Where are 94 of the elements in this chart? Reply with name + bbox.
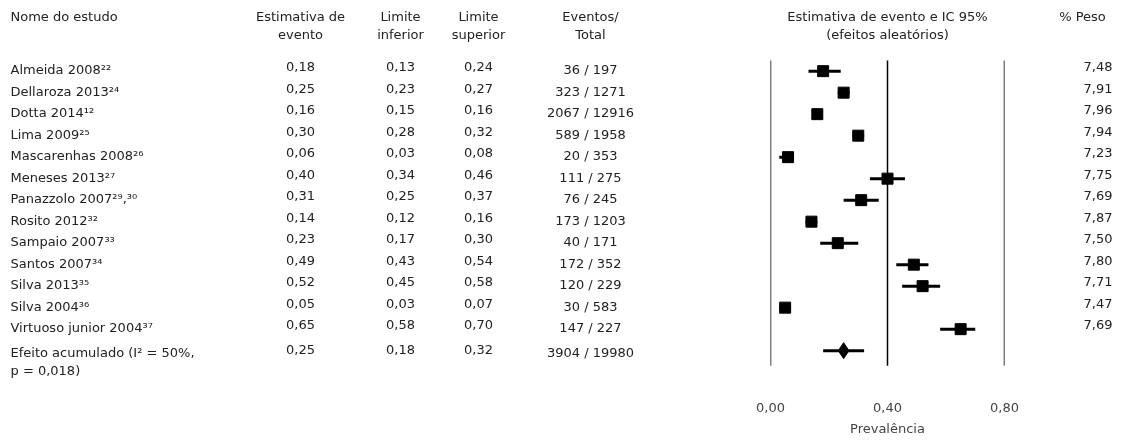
text: 20 / 353	[563, 148, 618, 164]
text: 0,43	[386, 252, 415, 268]
text: 7,47	[1083, 295, 1113, 311]
text: 0,08	[464, 145, 493, 161]
text: 0,25	[386, 188, 415, 204]
text: 172 / 352	[559, 255, 622, 271]
category-label: Almeida 2008²²	[10, 62, 112, 78]
text: 30 / 583	[563, 298, 618, 314]
text: 0,65	[286, 317, 315, 333]
text: 0,05	[286, 295, 315, 311]
text: 0,70	[464, 317, 493, 333]
text: 7,69	[1083, 317, 1113, 333]
x-axis-title: Prevalência	[850, 420, 925, 436]
text: 0,37	[464, 188, 493, 204]
text: 7,94	[1083, 123, 1113, 139]
category-label: Dellaroza 2013²⁴	[10, 83, 120, 99]
text: 0,40	[286, 166, 315, 182]
text: 0,32	[464, 123, 493, 139]
category-label: Efeito acumulado (I² = 50%, p = 0,018)	[10, 344, 195, 378]
category-label: Dotta 2014¹²	[10, 105, 95, 121]
text: 0,32	[464, 341, 493, 357]
x-tick-label: 0,40	[873, 399, 902, 415]
category-label: Lima 2009²⁵	[10, 126, 90, 142]
text: 0,15	[386, 102, 415, 118]
text: 7,50	[1083, 231, 1113, 247]
text: 0,13	[386, 59, 415, 75]
text: 0,03	[386, 295, 415, 311]
text: 0,27	[464, 80, 493, 96]
text: 7,75	[1083, 166, 1113, 182]
text: 0,52	[286, 274, 315, 290]
category-label: Silva 2013³⁵	[10, 277, 90, 293]
category-label: Limite inferior	[377, 8, 425, 42]
category-label: Mascarenhas 2008²⁶	[10, 148, 144, 164]
category-label: % Peso	[1059, 8, 1106, 24]
text: 111 / 275	[559, 169, 622, 185]
x-tick-label: 0,80	[990, 399, 1019, 415]
text: 0,58	[464, 274, 493, 290]
text: 0,14	[286, 209, 315, 225]
category-label: Sampaio 2007³³	[10, 234, 115, 250]
text: 589 / 1958	[555, 126, 626, 142]
text: 7,23	[1083, 145, 1113, 161]
category-label: Meneses 2013²⁷	[10, 169, 116, 185]
chart-title: Estimativa de evento e IC 95% (efeitos aleatórios)	[787, 8, 988, 42]
text: 0,30	[464, 231, 493, 247]
text: 120 / 229	[559, 277, 622, 293]
text: 0,25	[286, 341, 315, 357]
category-label: Silva 2004³⁶	[10, 298, 90, 314]
text: 0,06	[286, 145, 315, 161]
text: 0,03	[386, 145, 415, 161]
category-label: Limite superior	[451, 8, 506, 42]
text: 76 / 245	[563, 191, 618, 207]
text: 0,17	[386, 231, 415, 247]
category-label: Virtuoso junior 2004³⁷	[10, 320, 153, 336]
text: 0,54	[464, 252, 493, 268]
text: 40 / 171	[563, 234, 618, 250]
text: 36 / 197	[563, 62, 618, 78]
text: 0,24	[464, 59, 493, 75]
text: 323 / 1271	[555, 83, 626, 99]
text: 7,96	[1083, 102, 1113, 118]
category-label: Santos 2007³⁴	[10, 255, 103, 271]
text: Nome do estudo	[10, 8, 118, 24]
text: 0,31	[286, 188, 315, 204]
category-label: Eventos/ Total	[562, 8, 620, 42]
category-label: Panazzolo 2007²⁹,³⁰	[10, 191, 138, 207]
text: 0,18	[386, 341, 415, 357]
text: 0,34	[386, 166, 415, 182]
text: 0,25	[286, 80, 315, 96]
text: 0,18	[286, 59, 315, 75]
text: 7,69	[1083, 188, 1113, 204]
text: 0,16	[286, 102, 315, 118]
text: 2067 / 12916	[546, 105, 635, 121]
text: 0,16	[464, 209, 493, 225]
text: 0,58	[386, 317, 415, 333]
text: 7,87	[1083, 209, 1113, 225]
text: 0,23	[286, 231, 315, 247]
text: 0,28	[386, 123, 415, 139]
text: 0,16	[464, 102, 493, 118]
text: 0,49	[286, 252, 315, 268]
text: 7,71	[1083, 274, 1113, 290]
category-label: Estimativa de evento	[255, 8, 346, 42]
category-label: Rosito 2012³²	[10, 212, 98, 228]
text: 7,91	[1083, 80, 1113, 96]
text: 0,46	[464, 166, 493, 182]
text: 0,12	[386, 209, 415, 225]
text: 7,80	[1083, 252, 1113, 268]
x-tick-label: 0,00	[756, 399, 785, 415]
text: 0,07	[464, 295, 493, 311]
text: 0,30	[286, 123, 315, 139]
text: 0,45	[386, 274, 415, 290]
text: 147 / 227	[559, 320, 622, 336]
text: 7,48	[1083, 59, 1113, 75]
text: 0,23	[386, 80, 415, 96]
text: 173 / 1203	[555, 212, 626, 228]
text: 3904 / 19980	[546, 344, 635, 360]
